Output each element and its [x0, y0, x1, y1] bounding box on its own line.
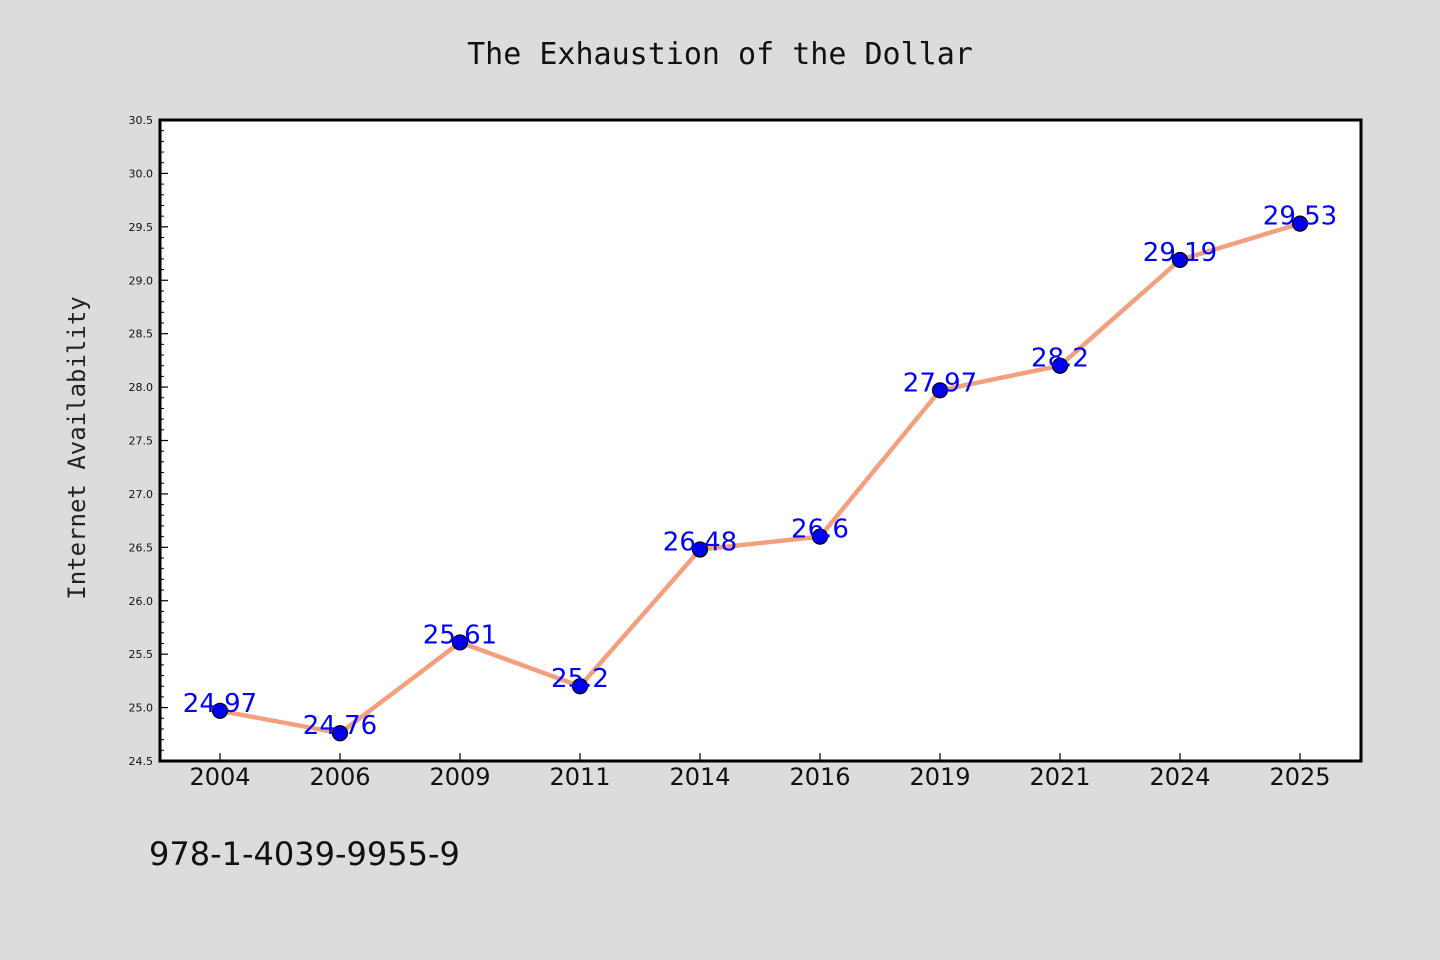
data-label: 26.48	[663, 527, 737, 557]
y-tick-label: 24.5	[129, 755, 154, 768]
y-axis-label: Internet Availability	[63, 296, 91, 599]
data-point	[211, 702, 229, 719]
data-label: 25.61	[423, 620, 497, 650]
data-label: 29.53	[1263, 202, 1337, 232]
x-tick-label: 2014	[669, 763, 730, 791]
x-tick-label: 2009	[429, 763, 490, 791]
x-tick-label: 2004	[189, 763, 250, 791]
y-axis: 24.5 25.0 25.5 26.0 26.5 27.0 27.5 28.0 28.5 29.0…	[129, 114, 168, 768]
data-label: 25.2	[551, 664, 609, 694]
data-point	[1051, 357, 1069, 374]
data-label: 28.2	[1031, 344, 1089, 374]
data-point	[451, 634, 469, 651]
y-tick-label: 28.5	[129, 328, 154, 341]
data-point	[331, 725, 349, 742]
x-tick-label: 2016	[789, 763, 850, 791]
data-point	[931, 382, 949, 399]
y-tick-label: 29.0	[129, 274, 154, 287]
data-point	[571, 678, 589, 695]
y-tick-label: 25.0	[129, 702, 154, 715]
x-tick-label: 2019	[909, 763, 970, 791]
chart-title: The Exhaustion of the Dollar	[467, 37, 973, 72]
data-point	[811, 528, 829, 545]
x-axis: 2004 2006 2009 2011 2014 2016 2019 2021 2024 2025	[189, 753, 1331, 791]
x-tick-label: 2025	[1269, 763, 1330, 791]
data-point	[691, 541, 709, 558]
y-tick-label: 30.0	[129, 167, 154, 180]
y-tick-label: 26.0	[129, 595, 154, 608]
x-tick-label: 2024	[1149, 763, 1210, 791]
data-label: 27.97	[903, 368, 977, 398]
x-tick-label: 2006	[309, 763, 370, 791]
series-layer: 24.97 24.76 25.61 25.2 26.48 26.6 27.97 28.2 29.…	[183, 202, 1337, 742]
data-label: 26.6	[791, 515, 849, 545]
x-tick-label: 2021	[1029, 763, 1090, 791]
y-tick-label: 28.0	[129, 381, 154, 394]
y-tick-label: 25.5	[129, 648, 154, 661]
y-tick-label: 29.5	[129, 221, 154, 234]
data-point	[1291, 215, 1309, 232]
plot-area	[158, 118, 1363, 763]
data-label: 24.76	[303, 711, 377, 741]
y-tick-label: 26.5	[129, 541, 154, 554]
y-tick-label: 27.5	[129, 435, 154, 448]
data-label: 24.97	[183, 689, 257, 719]
y-tick-label: 30.5	[129, 114, 154, 127]
data-label: 29.19	[1143, 238, 1217, 268]
data-point	[1171, 251, 1189, 269]
x-tick-label: 2011	[549, 763, 610, 791]
y-tick-label: 27.0	[129, 488, 154, 501]
isbn-text: 978-1-4039-9955-9	[149, 835, 460, 873]
series-line	[217, 221, 1303, 736]
